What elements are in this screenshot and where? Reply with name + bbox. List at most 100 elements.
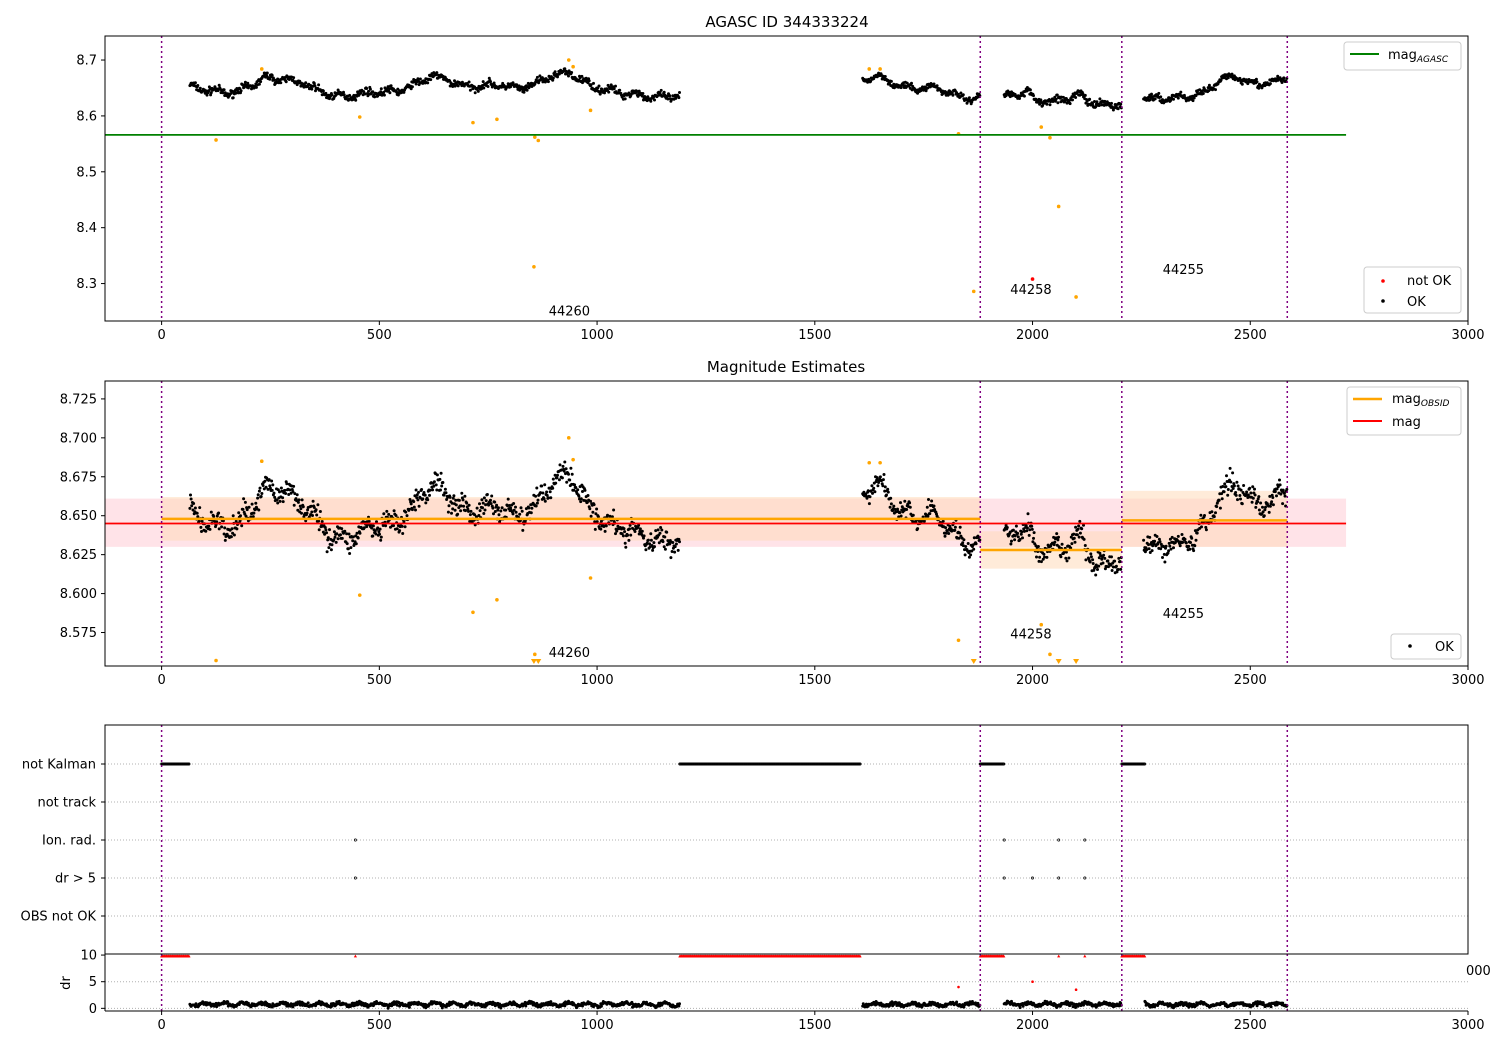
ok-point bbox=[292, 503, 296, 507]
ok-point bbox=[599, 519, 603, 523]
ok-point bbox=[615, 529, 619, 533]
ok-point bbox=[376, 526, 380, 530]
estimate-outlier-point bbox=[1039, 622, 1044, 627]
ok-point bbox=[1113, 559, 1117, 563]
ok-point bbox=[355, 531, 359, 535]
ok-point bbox=[293, 492, 297, 496]
ok-point bbox=[583, 488, 587, 492]
ok-point bbox=[1219, 78, 1223, 82]
ok-point bbox=[1220, 497, 1224, 501]
ok-point bbox=[1231, 487, 1235, 490]
ok-point bbox=[562, 469, 566, 473]
ok-point bbox=[1110, 569, 1114, 572]
ok-point bbox=[669, 556, 673, 560]
ok-point bbox=[603, 529, 607, 533]
flag-point bbox=[1002, 838, 1006, 842]
ok-point bbox=[435, 488, 439, 492]
ok-point bbox=[340, 527, 344, 531]
ok-point bbox=[239, 89, 243, 93]
ok-point bbox=[499, 509, 503, 513]
ok-point bbox=[235, 527, 239, 531]
ok-point bbox=[557, 72, 561, 76]
ok-point bbox=[1074, 96, 1078, 99]
ok-point bbox=[245, 508, 249, 512]
ok-point bbox=[671, 541, 675, 544]
ok-point bbox=[519, 506, 523, 510]
x-tick-label: 3000 bbox=[1451, 328, 1484, 343]
ok-point bbox=[656, 528, 660, 532]
ok-point bbox=[381, 524, 385, 527]
ok-point bbox=[1223, 482, 1227, 486]
ok-point bbox=[395, 90, 399, 94]
ok-point bbox=[591, 510, 595, 514]
ok-point bbox=[418, 77, 422, 81]
ok-point bbox=[542, 497, 546, 501]
ok-point bbox=[237, 511, 241, 515]
ok-point bbox=[256, 493, 260, 497]
ok-point bbox=[1282, 76, 1286, 80]
ok-point bbox=[570, 71, 574, 74]
ok-point bbox=[298, 504, 302, 508]
ok-point bbox=[1217, 498, 1221, 502]
estimate-outlier-point bbox=[536, 138, 541, 143]
ok-point bbox=[377, 530, 381, 534]
ok-point bbox=[342, 90, 345, 94]
obsid-label: 44258 bbox=[1010, 627, 1051, 642]
ok-point bbox=[229, 535, 233, 539]
ok-point bbox=[1232, 484, 1236, 488]
ok-point bbox=[618, 88, 622, 92]
legend2-ok-label: OK bbox=[1435, 640, 1454, 655]
ok-point bbox=[416, 498, 420, 502]
ok-point bbox=[288, 488, 292, 492]
ok-point bbox=[371, 534, 375, 538]
ok-point bbox=[587, 79, 591, 83]
ok-point bbox=[509, 85, 513, 89]
ok-point bbox=[1256, 497, 1260, 501]
ok-point bbox=[1283, 494, 1287, 498]
ok-point bbox=[1054, 97, 1058, 101]
ok-point bbox=[868, 495, 872, 499]
ok-point bbox=[481, 506, 484, 510]
ok-point bbox=[1094, 105, 1098, 109]
flag-point bbox=[353, 838, 357, 842]
ok-point bbox=[1021, 536, 1024, 540]
ok-point bbox=[1191, 99, 1195, 103]
ok-point bbox=[663, 547, 667, 551]
dr-ok-point bbox=[407, 1005, 411, 1009]
panel1-frame bbox=[104, 35, 1469, 322]
ok-point bbox=[610, 515, 614, 519]
ok-point bbox=[497, 513, 501, 517]
ok-point bbox=[247, 505, 251, 509]
ok-point bbox=[365, 87, 369, 90]
ok-point bbox=[1088, 97, 1092, 101]
ok-point bbox=[358, 531, 362, 535]
ok-point bbox=[1060, 542, 1064, 546]
ok-point bbox=[551, 76, 555, 80]
ok-point bbox=[1275, 487, 1279, 491]
ok-point bbox=[932, 504, 936, 508]
ok-point bbox=[252, 511, 256, 515]
ok-point bbox=[966, 542, 970, 545]
ok-point bbox=[626, 533, 630, 537]
ok-point bbox=[385, 509, 389, 513]
ok-point bbox=[487, 503, 491, 507]
y-tick-label: 8.600 bbox=[60, 587, 97, 602]
ok-point bbox=[507, 504, 511, 507]
ok-point bbox=[652, 541, 656, 545]
ok-point bbox=[1163, 560, 1167, 564]
ok-point bbox=[1281, 488, 1285, 492]
ok-point bbox=[439, 471, 443, 475]
x-tick-label: 500 bbox=[367, 673, 392, 688]
ok-point bbox=[1178, 544, 1182, 548]
ok-point bbox=[951, 93, 955, 97]
ok-point bbox=[527, 506, 531, 510]
ok-point bbox=[306, 508, 310, 512]
ok-point bbox=[658, 531, 662, 535]
ok-point bbox=[315, 513, 319, 517]
ok-point bbox=[1275, 494, 1278, 498]
ok-point bbox=[423, 493, 427, 497]
ok-point bbox=[463, 494, 467, 498]
y-tick-label: 8.5 bbox=[76, 165, 97, 180]
ok-point bbox=[668, 542, 672, 546]
